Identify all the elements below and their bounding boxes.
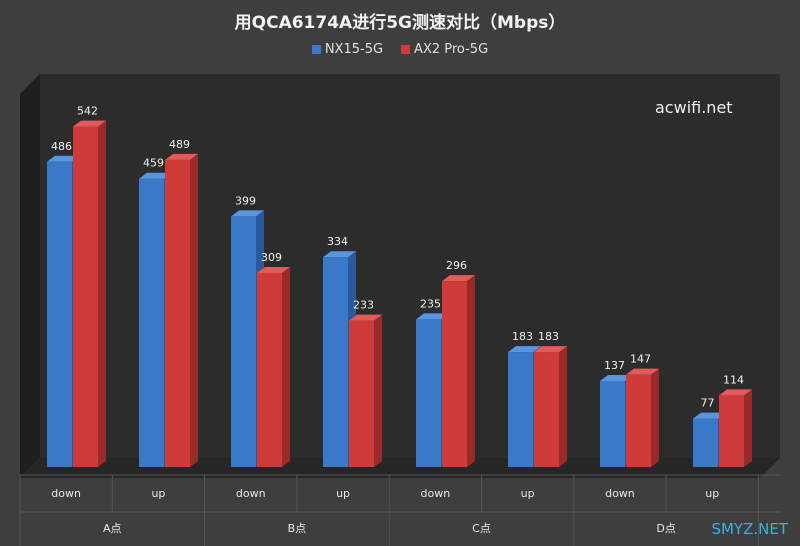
legend: NX15-5G AX2 Pro-5G — [0, 42, 800, 57]
bar-side — [559, 346, 567, 467]
data-label: 542 — [77, 105, 98, 118]
bar-face — [349, 320, 374, 467]
floor — [20, 458, 780, 478]
bar-top — [257, 266, 290, 273]
group-label: C点 — [472, 522, 491, 535]
bar-face — [600, 380, 625, 467]
bar-face — [231, 216, 256, 467]
bar-face — [139, 178, 164, 468]
x-tick-label: down — [236, 487, 266, 500]
bar — [257, 266, 290, 467]
bar-top — [693, 412, 726, 419]
bar-side — [651, 368, 659, 467]
bar-face — [626, 374, 651, 467]
data-label: 77 — [701, 397, 715, 410]
legend-label-nx15: NX15-5G — [324, 42, 384, 57]
legend-label-ax2: AX2 Pro-5G — [414, 42, 489, 57]
bar-top — [47, 155, 80, 162]
bar — [323, 251, 356, 467]
data-label: 309 — [261, 251, 282, 264]
bar-face — [323, 257, 348, 467]
data-label: 334 — [327, 235, 348, 248]
data-label: 296 — [446, 259, 467, 272]
data-label: 459 — [143, 157, 164, 170]
x-axis: down up down up down up down up A点 B点 C点 D点 — [19, 474, 780, 546]
data-label: 137 — [604, 359, 625, 372]
bar — [442, 275, 475, 467]
group-label: A点 — [103, 522, 122, 535]
bar — [626, 368, 659, 467]
bar-side — [744, 389, 752, 467]
x-tick-label: down — [421, 487, 451, 500]
bars-layer: 486 459 399 334 235 183 137 77 542 489 309 233 296 18… — [47, 105, 752, 468]
data-label: 183 — [538, 330, 559, 343]
side-wall — [20, 74, 40, 478]
bar — [719, 389, 752, 467]
corner-watermark: SMYZ.NET — [711, 520, 788, 538]
bar-top — [139, 172, 172, 179]
bar-top — [349, 314, 382, 321]
data-label: 233 — [353, 299, 374, 312]
bar-top — [508, 346, 541, 353]
data-label: 147 — [630, 353, 651, 366]
bar-face — [508, 352, 533, 467]
x-tick-label: down — [51, 487, 81, 500]
bar-top — [719, 389, 752, 396]
bar — [73, 120, 106, 468]
bar-face — [73, 126, 98, 468]
data-label: 183 — [512, 330, 533, 343]
data-label: 235 — [420, 297, 441, 310]
bar-side — [282, 266, 290, 467]
bar-face — [442, 281, 467, 467]
legend-swatch-red — [401, 45, 411, 54]
x-tick-label: up — [336, 487, 350, 500]
bar-top — [416, 313, 449, 320]
back-wall — [40, 74, 780, 458]
x-tick-label: up — [521, 487, 535, 500]
bar-side — [190, 153, 198, 467]
watermark-text: acwifi.net — [655, 98, 733, 117]
chart-title: 用QCA6174A进行5G测速对比（Mbps） — [234, 13, 566, 33]
bar-top — [165, 153, 198, 160]
bar-top — [442, 275, 475, 282]
x-tick-label: up — [151, 487, 165, 500]
legend-swatch-blue — [311, 45, 321, 54]
bar-top — [73, 120, 106, 127]
bar-top — [600, 374, 633, 381]
bar-face — [165, 159, 190, 467]
group-label: B点 — [288, 522, 307, 535]
bar-face — [47, 161, 72, 468]
bar — [534, 346, 567, 467]
bar-side — [467, 275, 475, 467]
legend-item-ax2: AX2 Pro-5G — [401, 42, 488, 57]
bar-top — [626, 368, 659, 375]
bar-face — [719, 395, 744, 467]
bar — [165, 153, 198, 467]
bar-face — [416, 319, 441, 467]
group-label: D点 — [656, 522, 675, 535]
bar-top — [231, 210, 264, 217]
bar-side — [374, 314, 382, 467]
data-label: 486 — [51, 140, 72, 153]
bar — [349, 314, 382, 467]
plot-frame — [20, 74, 780, 478]
bar-side — [98, 120, 106, 468]
bar-top — [534, 346, 567, 353]
bar-top — [323, 251, 356, 258]
data-label: 489 — [169, 138, 190, 151]
data-label: 399 — [235, 194, 256, 207]
bar-face — [257, 272, 282, 467]
bar-face — [534, 352, 559, 467]
x-tick-label: up — [705, 487, 719, 500]
data-label: 114 — [723, 373, 744, 386]
bar-face — [693, 418, 718, 467]
legend-item-nx15: NX15-5G — [311, 42, 384, 57]
x-tick-label: down — [605, 487, 635, 500]
